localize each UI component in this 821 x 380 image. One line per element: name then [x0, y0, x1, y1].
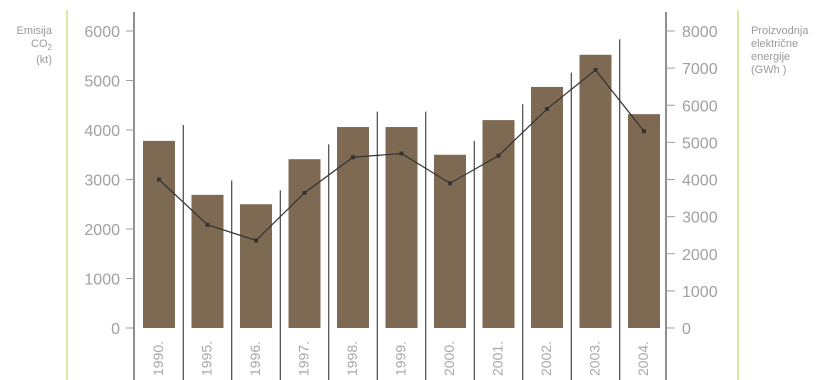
right-tick-label: 5000 — [682, 135, 718, 152]
category-label: 2004. — [635, 341, 651, 376]
bar — [385, 127, 418, 328]
right-tick-label: 8000 — [682, 24, 718, 41]
right-axis-title-line4: (GWh ) — [751, 64, 787, 76]
line-point — [399, 151, 404, 156]
category-label: 1990. — [150, 341, 166, 376]
right-axis-title-line2: električne — [751, 38, 799, 50]
bar — [143, 140, 175, 328]
category-label: 2002. — [538, 341, 554, 376]
left-tick-label: 1000 — [84, 272, 120, 289]
category-label: 1999. — [393, 341, 409, 376]
bar — [288, 159, 321, 328]
left-axis-title: Emisija CO2 (kt) — [4, 25, 52, 67]
line-point — [496, 153, 501, 158]
left-tick-label: 2000 — [84, 222, 120, 239]
category-label: 2003. — [587, 341, 603, 376]
bar — [240, 204, 272, 328]
line-point — [545, 106, 549, 111]
right-axis-title: Proizvodnja električne energije (GWh ) — [751, 25, 821, 77]
left-tick-label: 0 — [111, 321, 120, 338]
bar — [531, 86, 563, 328]
category-label: 1998. — [344, 341, 360, 376]
bar — [628, 114, 660, 328]
left-axis-title-line1: Emisija — [16, 25, 52, 37]
right-tick-label: 2000 — [682, 247, 718, 264]
left-axis-title-line2: CO2 — [4, 38, 52, 54]
right-tick-label: 7000 — [682, 61, 718, 78]
category-label: 1995. — [199, 341, 215, 376]
right-tick-label: 6000 — [682, 98, 718, 115]
category-label: 2000. — [441, 341, 457, 376]
bar — [337, 127, 369, 328]
line-point — [157, 177, 161, 182]
left-axis-title-sub: 2 — [47, 43, 52, 53]
bar — [434, 154, 466, 328]
left-tick-label: 6000 — [84, 24, 120, 41]
right-tick-label: 4000 — [682, 173, 718, 190]
bar — [191, 194, 224, 328]
category-label: 1996. — [247, 341, 263, 376]
right-tick-label: 3000 — [682, 210, 718, 227]
line-point — [593, 67, 598, 72]
bar — [579, 54, 612, 328]
right-tick-label: 0 — [682, 321, 691, 338]
line-point — [254, 238, 258, 243]
bar — [482, 120, 515, 328]
category-label: 1997. — [296, 341, 312, 376]
right-axis-title-line1: Proizvodnja — [751, 25, 809, 37]
right-axis-title-line3: energije — [751, 51, 791, 63]
left-tick-label: 4000 — [84, 123, 120, 140]
left-axis-title-co: CO — [31, 38, 48, 50]
right-tick-label: 1000 — [682, 284, 718, 301]
left-tick-label: 5000 — [84, 74, 120, 91]
line-point — [302, 190, 307, 195]
line-point — [448, 181, 452, 186]
category-label: 2001. — [490, 341, 506, 376]
line-point — [351, 155, 355, 160]
line-point — [205, 222, 210, 227]
left-axis-title-line3: (kt) — [36, 54, 52, 67]
left-tick-label: 3000 — [84, 173, 120, 190]
line-point — [642, 129, 646, 134]
